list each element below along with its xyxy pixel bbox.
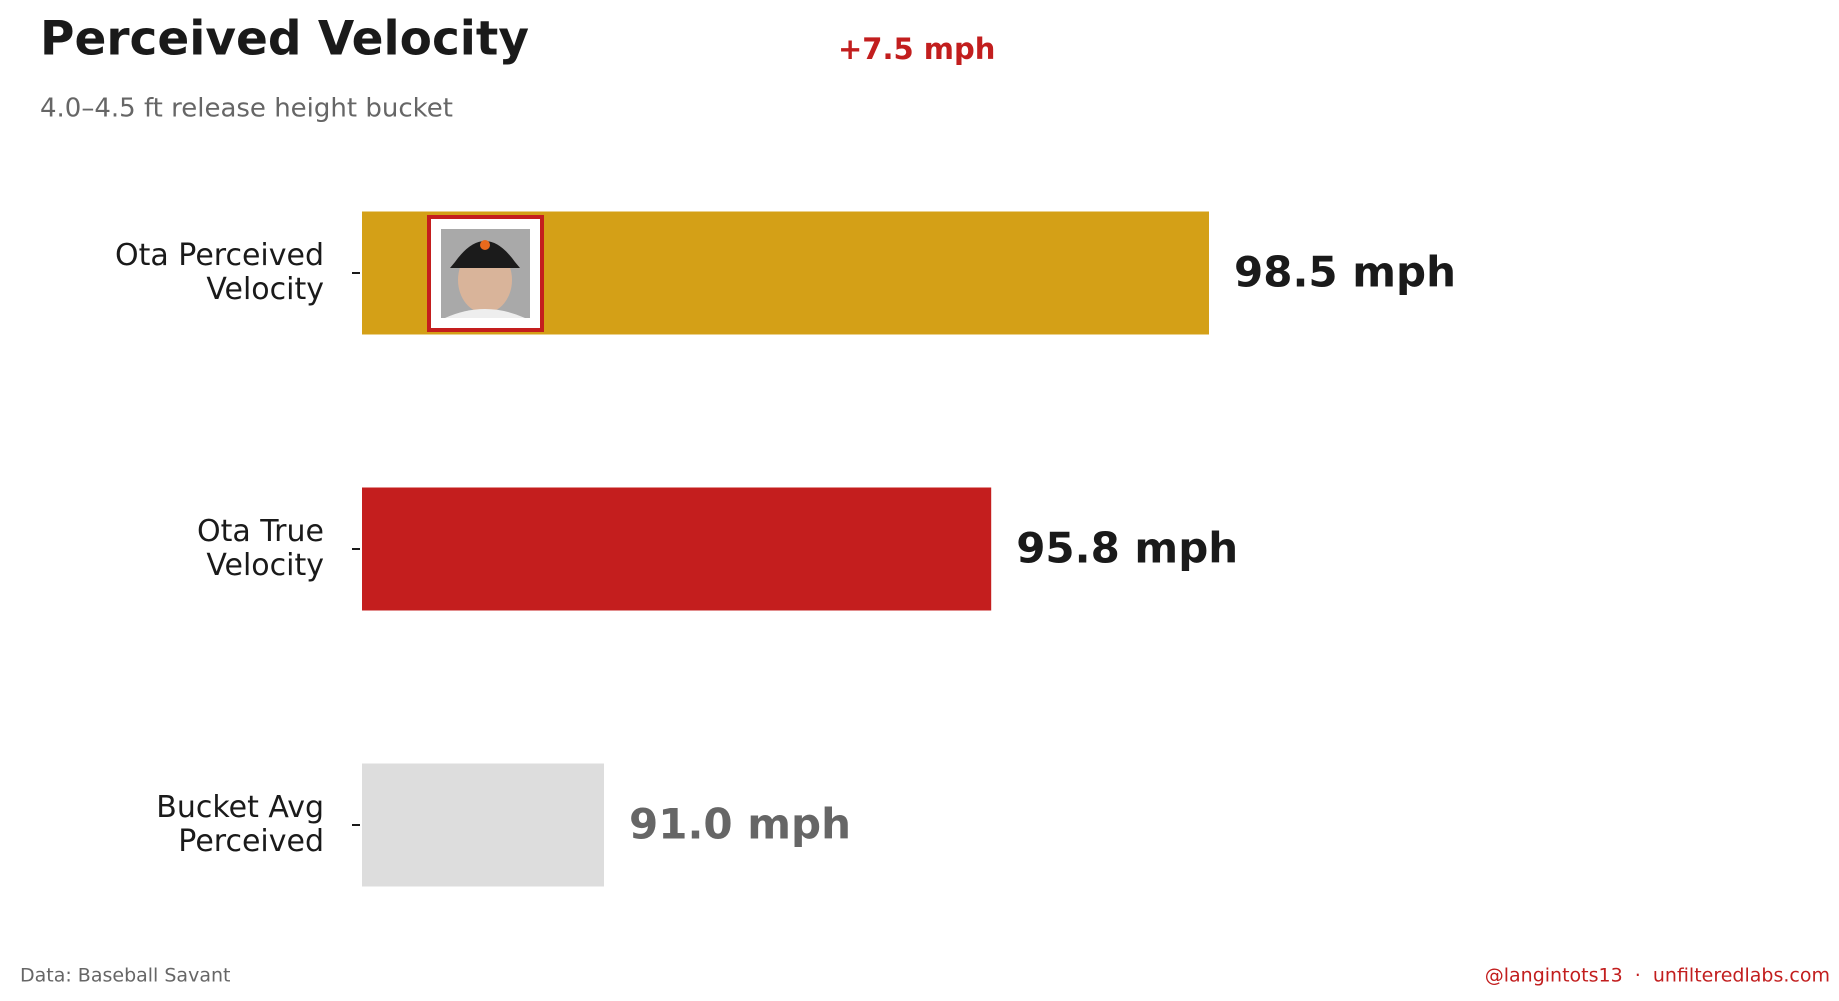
player-photo [427, 215, 544, 332]
chart-subtitle: 4.0–4.5 ft release height bucket [40, 94, 453, 124]
shirt [445, 309, 525, 318]
y-tick-label: Bucket Avg Perceived [156, 790, 324, 859]
source: Data: Baseball Savant [20, 965, 230, 987]
annotation: +7.5 mph [838, 32, 995, 66]
bar [362, 763, 604, 887]
cap [450, 241, 520, 268]
chart-title: Perceived Velocity [40, 12, 529, 67]
cap-logo [480, 240, 490, 250]
value-label: 95.8 mph [1016, 524, 1238, 573]
bar [362, 487, 992, 611]
value-label: 91.0 mph [629, 800, 851, 849]
y-tick-label: Ota True Velocity [196, 514, 324, 583]
y-tick-label: Ota Perceived Velocity [115, 238, 324, 307]
credit: @langintots13 · unfilteredlabs.com [1485, 965, 1830, 987]
value-label: 98.5 mph [1234, 248, 1456, 297]
